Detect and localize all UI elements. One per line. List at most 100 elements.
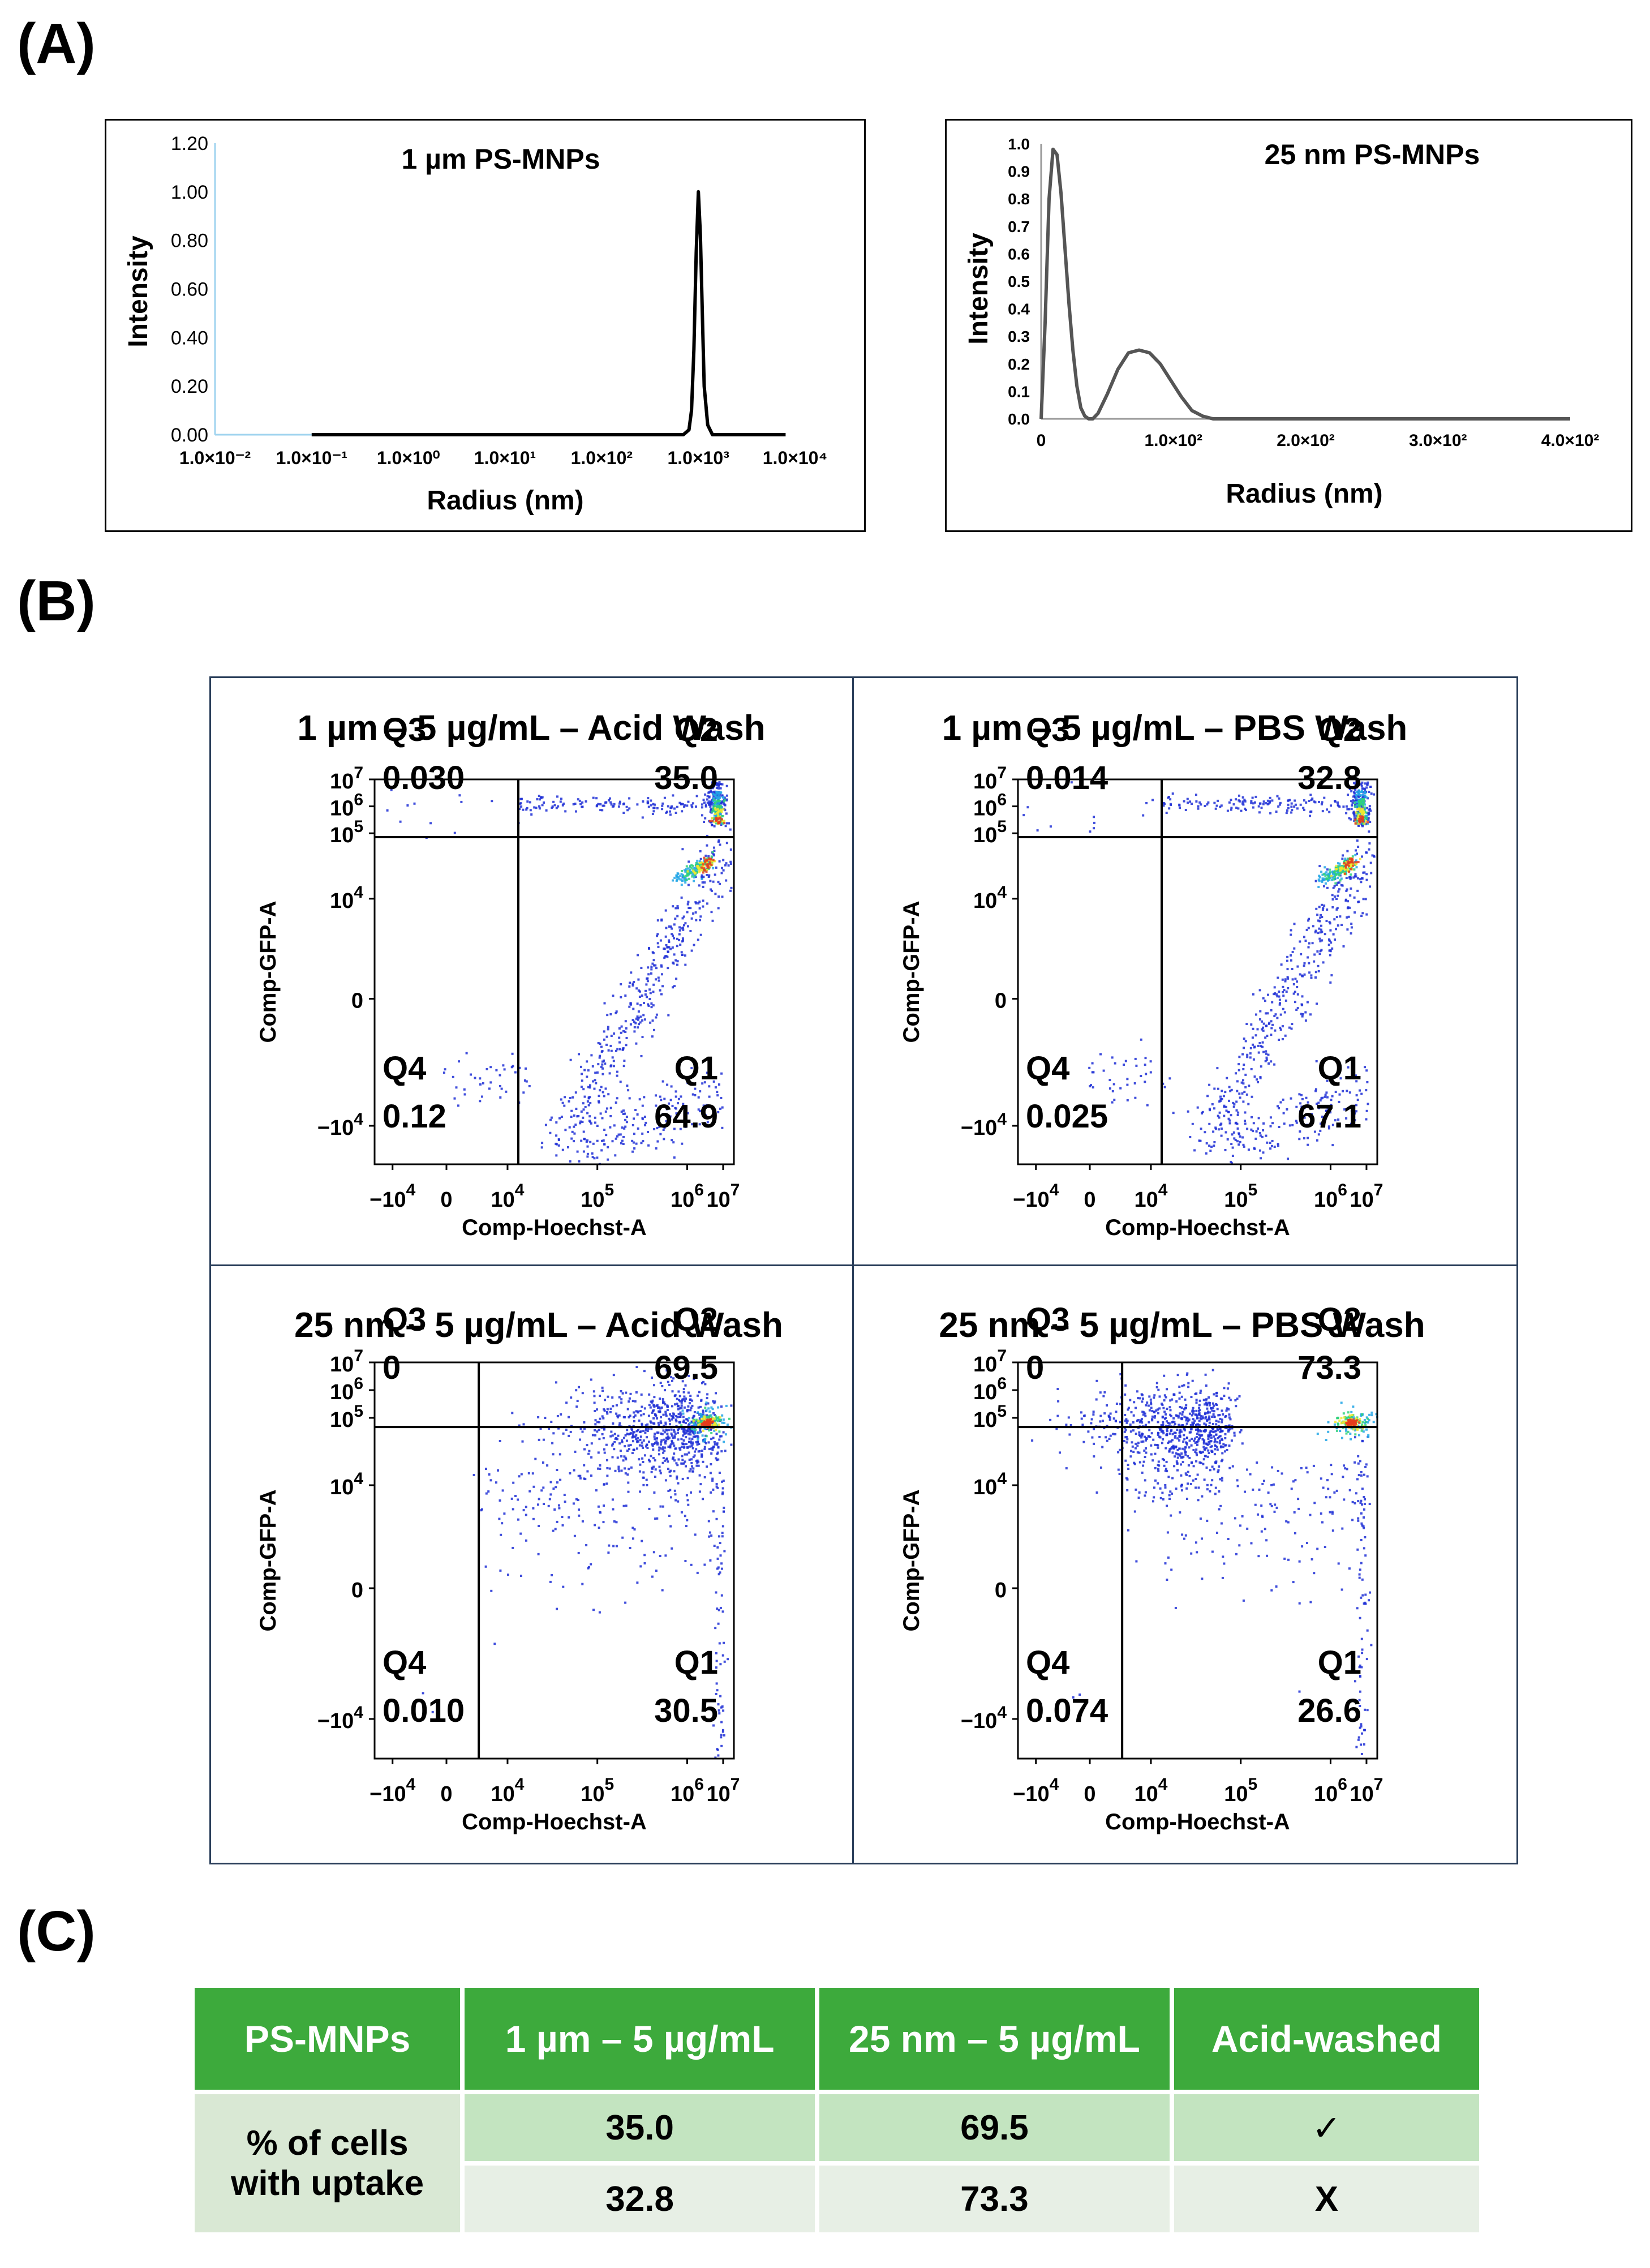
scatter-point [698, 1490, 701, 1493]
scatter-point [1140, 1038, 1142, 1041]
scatter-point [557, 1139, 560, 1142]
scatter-point [1114, 1433, 1116, 1435]
scatter-point [463, 1093, 466, 1096]
scatter-point [667, 1490, 670, 1493]
scatter-point [1350, 790, 1353, 792]
scatter-point [673, 876, 676, 879]
scatter-point [624, 1112, 626, 1115]
scatter-point [712, 1417, 715, 1420]
scatter-point [1316, 1103, 1318, 1105]
scatter-point [514, 1495, 517, 1497]
scatter-point [1338, 881, 1340, 884]
scatter-point [691, 802, 694, 805]
scatter-point [694, 1431, 697, 1434]
scatter-point [710, 1447, 713, 1450]
scatter-point [1355, 805, 1358, 808]
scatter-point [678, 1427, 681, 1430]
scatter-point [603, 1504, 605, 1507]
scatter-point [1360, 800, 1363, 803]
scatter-point [686, 1446, 689, 1449]
scatter-point [697, 1424, 700, 1426]
scatter-point [717, 1709, 720, 1712]
scatter-point [1314, 1088, 1317, 1091]
scatter-point [686, 903, 689, 906]
scatter-point [1335, 928, 1337, 931]
scatter-point [1364, 1536, 1367, 1538]
scatter-point [1261, 1045, 1264, 1048]
scatter-point [1273, 986, 1276, 989]
scatter-point [1200, 1461, 1202, 1464]
scatter-point [694, 1533, 697, 1536]
scatter-point [531, 1472, 534, 1475]
scatter-point [1161, 1429, 1163, 1432]
scatter-point [599, 1043, 601, 1045]
scatter-point [1194, 1442, 1197, 1444]
scatter-point [1228, 1413, 1231, 1416]
scatter-point [715, 797, 718, 800]
scatter-point [1192, 1422, 1195, 1425]
scatter-point [1162, 1438, 1165, 1440]
scatter-point [1214, 1439, 1217, 1442]
scatter-point [1310, 1558, 1313, 1560]
scatter-point [1257, 1555, 1260, 1558]
scatter-point [1357, 1519, 1360, 1522]
scatter-point [645, 1478, 648, 1481]
scatter-point [695, 902, 698, 904]
scatter-point [613, 1448, 616, 1451]
scatter-point [424, 1708, 427, 1711]
scatter-point [1158, 1407, 1161, 1410]
scatter-point [1349, 1433, 1352, 1435]
scatter-point [1224, 1437, 1227, 1439]
scatter-point [616, 1097, 618, 1100]
scatter-point [1353, 814, 1356, 817]
scatter-point [701, 881, 704, 884]
scatter-point [588, 1115, 591, 1118]
y-tick-label: −104 [317, 1703, 363, 1733]
scatter-point [575, 1389, 578, 1392]
scatter-point [1316, 1433, 1319, 1435]
scatter-point [1266, 1012, 1269, 1015]
scatter-point [1230, 799, 1232, 801]
scatter-point [1360, 790, 1363, 792]
scatter-point [584, 1478, 587, 1481]
scatter-point [1234, 1139, 1237, 1141]
scatter-point [654, 803, 656, 806]
scatter-point [1330, 941, 1333, 944]
scatter-point [1163, 1410, 1166, 1413]
scatter-point [1201, 1451, 1204, 1454]
scatter-point [1307, 946, 1310, 949]
scatter-point [706, 844, 708, 847]
scatter-point [725, 784, 728, 787]
scatter-point [652, 1384, 655, 1387]
scatter-point [555, 807, 558, 809]
scatter-point [1357, 796, 1360, 799]
scatter-point [1352, 864, 1355, 867]
scatter-point [720, 1744, 723, 1747]
scatter-point [1262, 1026, 1264, 1029]
scatter-point [1347, 1411, 1350, 1414]
scatter-point [1229, 1399, 1232, 1401]
scatter-point [684, 1515, 686, 1517]
scatter-point [1145, 1404, 1148, 1407]
scatter-point [624, 1445, 626, 1448]
scatter-point [703, 1424, 706, 1426]
scatter-point [690, 1462, 693, 1464]
scatter-point [1234, 1399, 1237, 1401]
scatter-point [602, 1417, 605, 1420]
scatter-point [601, 1433, 604, 1435]
scatter-point [1146, 1104, 1149, 1107]
scatter-point [717, 811, 720, 813]
scatter-point [711, 800, 714, 803]
scatter-point [723, 1660, 726, 1663]
scatter-point [661, 808, 664, 811]
scatter-point [1266, 1554, 1268, 1557]
y-axis-label: Intensity [123, 235, 153, 348]
scatter-point [528, 1490, 531, 1493]
scatter-point [674, 1499, 677, 1502]
scatter-point [578, 1508, 580, 1511]
scatter-point [499, 1569, 502, 1572]
scatter-point [714, 893, 717, 895]
scatter-point [1365, 1109, 1368, 1112]
scatter-point [712, 880, 715, 883]
scatter-point [1265, 1050, 1267, 1053]
